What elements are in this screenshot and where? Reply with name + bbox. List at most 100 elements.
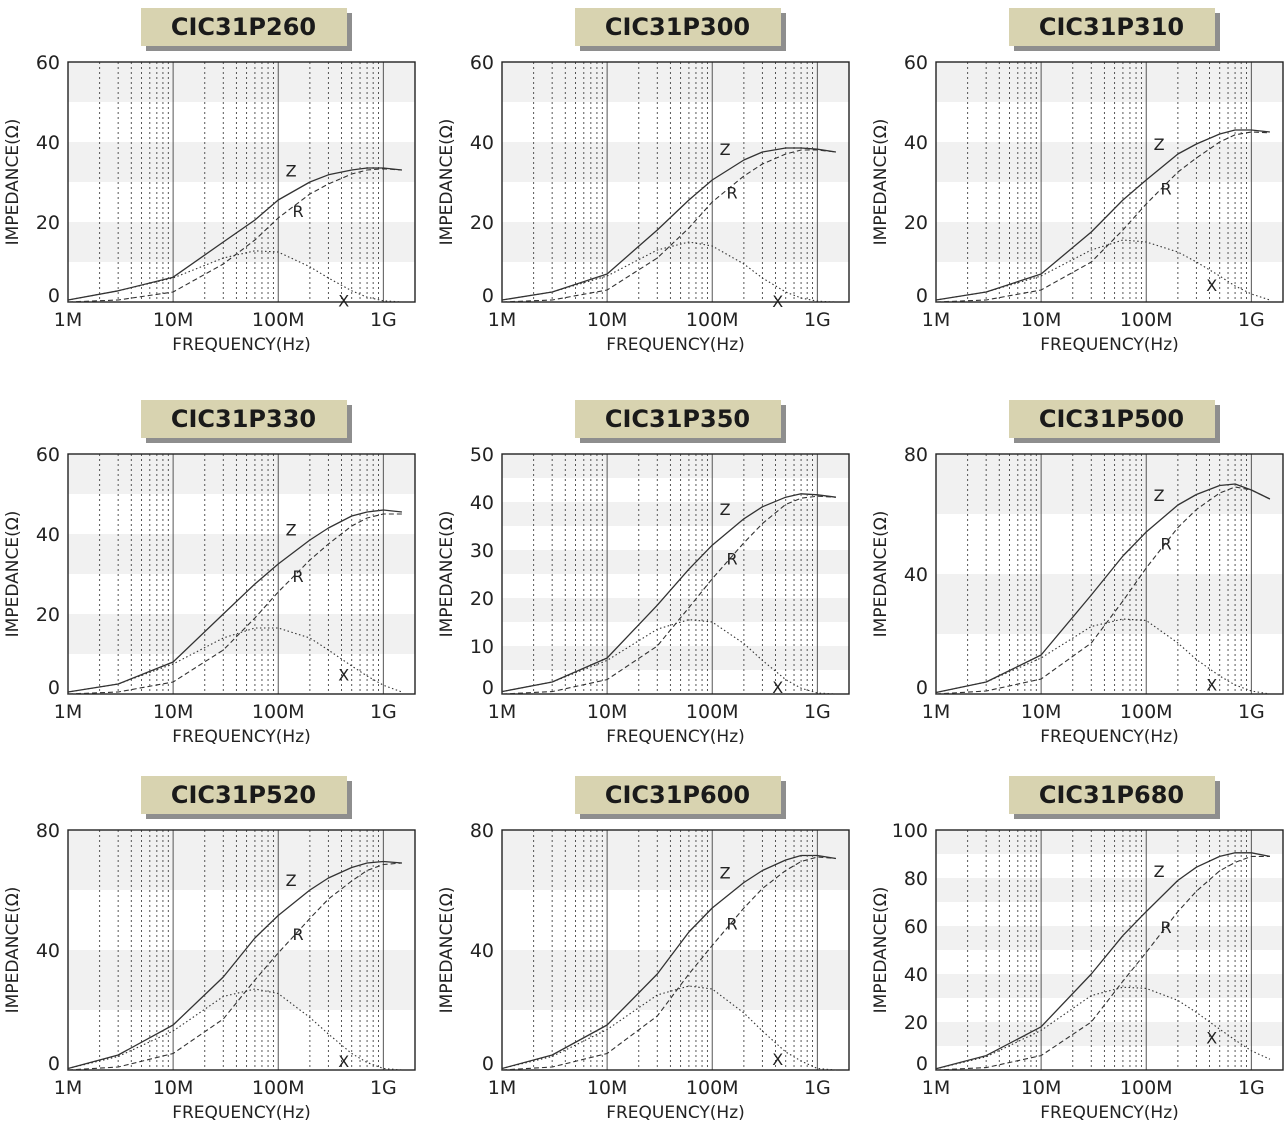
y-tick-label: 20 [904, 212, 928, 234]
x-axis-label: FREQUENCY(Hz) [1040, 1103, 1179, 1123]
series-z-line [935, 483, 1271, 694]
series-z-line [501, 854, 837, 1070]
x-tick-label: 10M [1021, 1077, 1062, 1099]
series-label-z: Z [720, 140, 731, 159]
grid-band [936, 222, 1283, 262]
y-tick-label: 30 [470, 540, 494, 562]
grid-band [68, 614, 415, 654]
grid-band [68, 454, 415, 494]
y-tick-label: 0 [916, 1053, 928, 1075]
series-z-line [67, 509, 402, 693]
x-tick-label: 10M [153, 1077, 194, 1099]
chart-title: CIC31P330 [140, 400, 347, 438]
chart-title: CIC31P600 [574, 776, 781, 814]
y-tick-label: 50 [470, 444, 494, 466]
y-tick-label: 20 [470, 212, 494, 234]
grid-band [502, 550, 849, 574]
x-tick-label: 100M [1120, 1077, 1173, 1099]
series-label-r: R [293, 202, 304, 221]
x-tick-label: 100M [1120, 701, 1173, 723]
series-label-z: Z [1154, 486, 1165, 505]
y-axis-label: IMPEDANCE(Ω) [871, 119, 891, 246]
series-label-r: R [293, 925, 304, 944]
y-tick-label: 40 [904, 964, 928, 986]
y-tick-label: 0 [482, 285, 494, 307]
grid-band [502, 830, 849, 890]
x-tick-label: 1G [804, 1077, 831, 1099]
y-tick-label: 40 [904, 564, 928, 586]
grid-band [936, 878, 1283, 902]
x-tick-label: 100M [252, 701, 305, 723]
x-axis-label: FREQUENCY(Hz) [172, 1103, 311, 1123]
series-r-line [501, 856, 836, 1071]
y-tick-label: 0 [48, 1053, 60, 1075]
plot-frame [501, 453, 850, 695]
series-z-line [935, 852, 1271, 1070]
x-tick-label: 100M [686, 1077, 739, 1099]
series-label-x: X [1206, 276, 1217, 295]
series-label-x: X [772, 678, 783, 697]
y-axis-label: IMPEDANCE(Ω) [437, 887, 457, 1014]
series-r-line [935, 131, 1270, 303]
series-label-r: R [1161, 534, 1172, 553]
x-tick-label: 100M [686, 701, 739, 723]
x-axis-label: FREQUENCY(Hz) [1040, 335, 1179, 355]
grid-band [502, 454, 849, 478]
x-tick-label: 1G [804, 701, 831, 723]
grid-band [502, 142, 849, 182]
y-tick-label: 80 [904, 444, 928, 466]
grid-band [68, 534, 415, 574]
y-axis-label: IMPEDANCE(Ω) [3, 511, 23, 638]
y-tick-label: 60 [904, 52, 928, 74]
series-z-line [501, 147, 836, 301]
grid-band [502, 950, 849, 1010]
series-r-line [67, 513, 402, 695]
y-tick-label: 40 [470, 940, 494, 962]
chart-title: CIC31P300 [574, 8, 781, 46]
x-tick-label: 10M [1021, 701, 1062, 723]
series-label-r: R [727, 549, 738, 568]
grid-band [68, 142, 415, 182]
x-tick-label: 10M [587, 1077, 628, 1099]
series-label-z: Z [286, 521, 297, 540]
series-z-line [501, 493, 836, 693]
x-tick-label: 10M [153, 701, 194, 723]
y-tick-label: 0 [482, 677, 494, 699]
series-label-x: X [338, 1052, 349, 1071]
x-tick-label: 1M [488, 309, 516, 331]
chart-title: CIC31P500 [1008, 400, 1215, 438]
grid-band [502, 62, 849, 102]
y-tick-label: 60 [904, 916, 928, 938]
series-label-z: Z [720, 863, 731, 882]
y-axis-label: IMPEDANCE(Ω) [871, 511, 891, 638]
y-tick-label: 40 [904, 132, 928, 154]
grid-band [936, 574, 1283, 634]
grid-band [68, 950, 415, 1010]
y-tick-label: 20 [36, 604, 60, 626]
x-tick-label: 10M [1021, 309, 1062, 331]
y-tick-label: 40 [470, 492, 494, 514]
series-label-z: Z [720, 500, 731, 519]
y-tick-label: 20 [36, 212, 60, 234]
x-tick-label: 1M [488, 701, 516, 723]
series-label-z: Z [1154, 135, 1165, 154]
grid-band [936, 62, 1283, 102]
series-x-line [67, 988, 402, 1071]
y-tick-label: 20 [470, 588, 494, 610]
y-tick-label: 80 [36, 820, 60, 842]
y-tick-label: 0 [48, 285, 60, 307]
y-tick-label: 0 [916, 677, 928, 699]
x-tick-label: 1G [370, 309, 397, 331]
x-tick-label: 1M [922, 701, 950, 723]
plot-frame [67, 61, 416, 303]
y-axis-label: IMPEDANCE(Ω) [871, 887, 891, 1014]
series-x-line [935, 986, 1271, 1070]
y-axis-label: IMPEDANCE(Ω) [437, 119, 457, 246]
x-tick-label: 100M [1120, 309, 1173, 331]
